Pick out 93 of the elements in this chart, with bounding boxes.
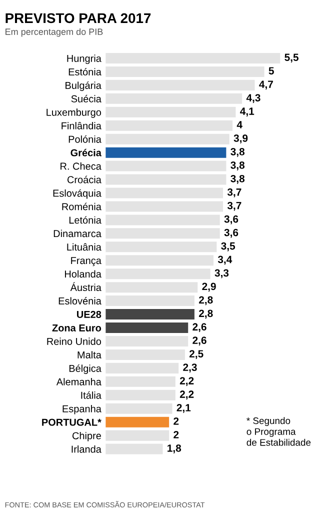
- data-label: 2,8: [198, 310, 213, 319]
- data-label: 3,8: [230, 174, 245, 184]
- bar: [106, 362, 179, 374]
- y-tick-label: Luxemburgo: [46, 108, 102, 118]
- data-label: 2,5: [189, 350, 204, 360]
- bar: [106, 66, 264, 77]
- y-tick-label: PORTUGAL*: [42, 418, 102, 426]
- annotation: * Segundo o Programa de Estabilidade: [246, 417, 311, 446]
- y-tick-label: Malta: [78, 351, 102, 358]
- data-label: 3,7: [227, 188, 242, 198]
- data-label: 2: [174, 430, 179, 438]
- data-label: 2,6: [192, 323, 206, 332]
- y-tick-label: UE28: [77, 310, 102, 318]
- bar: [106, 147, 226, 158]
- y-tick-label: Itália: [81, 391, 102, 399]
- y-tick-label: Lituânia: [67, 243, 102, 251]
- bar: [106, 296, 194, 306]
- data-label: 4,7: [259, 80, 273, 90]
- y-tick-label: Alemanha: [56, 378, 102, 386]
- y-tick-label: Áustria: [70, 282, 102, 292]
- bar: [106, 336, 188, 346]
- data-label: 1,8: [168, 444, 182, 454]
- y-tick-label: Croácia: [67, 176, 102, 184]
- data-label: 3,3: [214, 269, 229, 278]
- y-tick-label: Eslovénia: [58, 297, 102, 305]
- bar: [106, 52, 280, 64]
- data-label: 2,3: [183, 364, 197, 372]
- y-tick-label: Bulgária: [66, 82, 102, 91]
- data-label: 4,3: [246, 94, 260, 103]
- data-label: 2,8: [198, 296, 213, 306]
- y-tick-label: França: [71, 257, 102, 266]
- y-tick-label: Suécia: [71, 94, 102, 102]
- bar: [106, 106, 236, 118]
- bar: [106, 390, 176, 400]
- bar: [106, 120, 233, 131]
- bar: [106, 430, 170, 441]
- data-label: 2,2: [180, 377, 194, 386]
- data-label: 2,2: [180, 390, 194, 400]
- y-tick-label: Zona Euro: [52, 324, 102, 332]
- data-label: 3,8: [230, 161, 245, 170]
- data-label: 5,5: [284, 54, 298, 63]
- data-label: 3,7: [227, 202, 242, 211]
- y-tick-label: Bélgica: [69, 364, 102, 374]
- bar: [106, 416, 170, 428]
- bar: [106, 282, 198, 293]
- data-label: 3,6: [224, 215, 238, 224]
- bar: [106, 322, 188, 334]
- data-label: 3,5: [221, 242, 236, 252]
- bar: [106, 188, 224, 198]
- bar: [106, 228, 220, 239]
- bar: [106, 349, 185, 360]
- y-tick-label: Reino Unido: [47, 338, 102, 345]
- y-tick-label: Grécia: [70, 148, 102, 156]
- y-tick-label: Letónia: [69, 216, 102, 224]
- y-tick-label: Polónia: [68, 135, 102, 143]
- bar: [106, 174, 226, 185]
- data-label: 2,6: [192, 336, 206, 346]
- data-label: 2,9: [202, 282, 216, 292]
- bar: [106, 444, 163, 454]
- chart-subtitle: Em percentagem do PIB: [6, 28, 103, 37]
- bar: [106, 242, 217, 252]
- data-label: 4: [236, 121, 242, 128]
- y-tick-label: R. Checa: [60, 162, 102, 170]
- y-tick-label: Chipre: [72, 432, 101, 442]
- data-label: 2,1: [176, 404, 191, 413]
- y-tick-label: Dinamarca: [54, 230, 102, 238]
- y-tick-label: Estónia: [68, 68, 102, 76]
- bar: [106, 201, 224, 212]
- data-label: 3,9: [234, 134, 248, 144]
- y-tick-label: Espanha: [62, 404, 102, 414]
- y-tick-label: Finlândia: [62, 122, 102, 130]
- y-tick-label: Hungria: [67, 54, 102, 64]
- data-label: 2: [174, 418, 179, 425]
- data-label: 3,6: [224, 228, 238, 238]
- y-tick-label: Eslováquia: [53, 189, 102, 199]
- y-tick-label: Roménia: [62, 202, 102, 210]
- bar: [106, 93, 242, 104]
- bar: [106, 255, 214, 266]
- bar: [106, 160, 226, 172]
- data-label: 3,4: [218, 256, 232, 265]
- bar: [106, 309, 194, 320]
- data-label: 5: [268, 67, 274, 75]
- bar: [106, 134, 230, 144]
- bar: [106, 268, 210, 280]
- y-tick-label: Holanda: [65, 270, 102, 278]
- data-label: 4,1: [240, 108, 254, 116]
- bar: [106, 376, 176, 387]
- y-tick-label: Irlanda: [72, 445, 102, 453]
- bar: [106, 403, 172, 414]
- data-label: 3,8: [230, 148, 245, 157]
- chart-title: PREVISTO PARA 2017: [6, 13, 151, 24]
- bar: [106, 214, 220, 226]
- bar: [106, 80, 255, 90]
